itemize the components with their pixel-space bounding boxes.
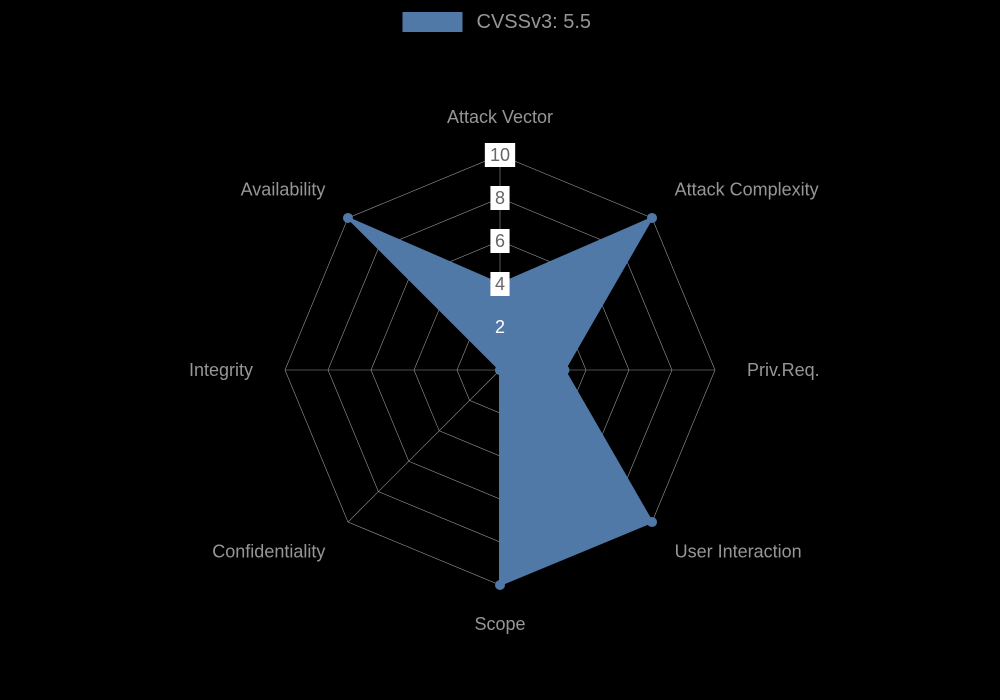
radar-ring-label: 6 <box>495 231 505 251</box>
radar-data-point <box>560 365 570 375</box>
radar-data-point <box>343 213 353 223</box>
legend-swatch <box>403 12 463 32</box>
radar-data-point <box>647 517 657 527</box>
radar-axis-label: Priv.Req. <box>747 360 820 380</box>
radar-data-point <box>495 580 505 590</box>
radar-axis-label: Scope <box>474 614 525 634</box>
radar-data-point <box>495 365 505 375</box>
cvss-radar-chart: 2 4 6 8 10 Attack Vector Attack Complexity Priv… <box>0 0 1000 700</box>
legend-label: CVSSv3: 5.5 <box>477 11 592 33</box>
radar-ring-label: 4 <box>495 274 505 294</box>
radar-axis-label: Attack Complexity <box>675 179 819 199</box>
radar-axis-label: Attack Vector <box>447 107 553 127</box>
radar-axis-label: Confidentiality <box>212 541 325 561</box>
chart-legend: CVSSv3: 5.5 <box>403 11 592 33</box>
radar-axis-label: Integrity <box>189 360 253 380</box>
radar-ring-label: 10 <box>490 145 510 165</box>
radar-spoke <box>348 370 500 522</box>
radar-axis-label: User Interaction <box>675 541 802 561</box>
radar-ring-label: 2 <box>495 317 505 337</box>
radar-ring-label: 8 <box>495 188 505 208</box>
radar-data-point <box>647 213 657 223</box>
radar-axis-label: Availability <box>241 179 326 199</box>
